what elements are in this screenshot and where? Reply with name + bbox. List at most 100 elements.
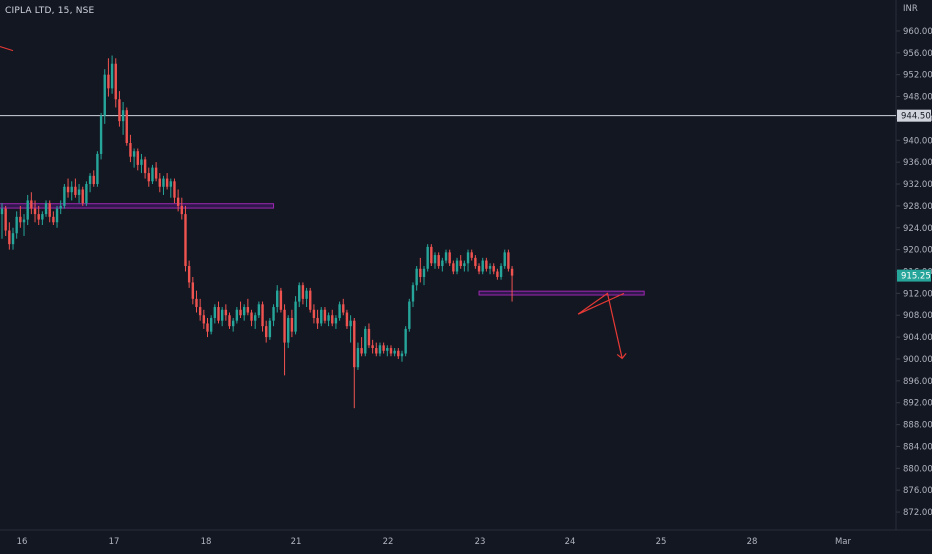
candle-body	[298, 285, 301, 302]
candle-body	[312, 309, 316, 318]
candle-body	[74, 186, 77, 195]
candle-body	[198, 307, 202, 316]
candle-body	[378, 345, 382, 354]
candle-body	[77, 189, 81, 195]
candle-body	[118, 99, 121, 122]
candle-body	[52, 216, 55, 223]
candle-body	[466, 252, 470, 264]
candle-body	[320, 309, 323, 324]
x-tick-label: 28	[747, 537, 758, 547]
support-zone-rect[interactable]	[478, 290, 645, 296]
candle-body	[151, 167, 154, 182]
candle-body	[176, 197, 180, 206]
candle-body	[371, 345, 374, 349]
y-tick-label: 960.00	[903, 27, 932, 37]
arrow-head	[616, 353, 627, 360]
level-price-box	[897, 109, 931, 122]
candle-body	[353, 320, 356, 368]
candle-body	[481, 260, 484, 272]
currency-label: INR	[903, 4, 918, 14]
candle-body	[147, 173, 150, 182]
candle-body	[121, 110, 125, 122]
candle-body	[239, 309, 242, 316]
candle-body	[187, 266, 191, 283]
candle-body	[279, 290, 283, 310]
y-tick-label: 920.00	[903, 246, 932, 256]
candle-body	[455, 260, 459, 272]
candle-body	[415, 268, 418, 286]
candle-body	[162, 178, 165, 187]
y-tick-label: 880.00	[903, 464, 932, 474]
candle-body	[132, 151, 136, 157]
candle-body	[477, 266, 481, 272]
candle-body	[99, 115, 103, 154]
candle-body	[334, 317, 338, 324]
candle-body	[342, 304, 345, 313]
candle-body	[305, 290, 308, 299]
candle-body	[158, 178, 161, 187]
x-tick-label: 22	[383, 537, 394, 547]
candle-body	[140, 159, 143, 165]
candle-body	[474, 257, 477, 267]
candle-body	[375, 348, 378, 354]
candle-body	[242, 307, 246, 316]
candle-body	[257, 304, 261, 316]
candle-body	[356, 348, 360, 368]
chart-title: CIPLA LTD, 15, NSE	[5, 6, 95, 16]
candle-body	[231, 320, 235, 327]
candle-body	[408, 301, 411, 329]
candle-body	[448, 252, 451, 264]
candle-body	[235, 309, 239, 321]
support-zone-rect[interactable]	[0, 203, 275, 209]
candle-body	[26, 200, 29, 220]
y-tick-label: 912.00	[903, 289, 932, 299]
candle-body	[404, 328, 407, 354]
candle-body	[173, 181, 176, 198]
candle-body	[11, 233, 15, 245]
last-price-label: 915.25	[901, 272, 931, 282]
x-tick-label: Mar	[835, 537, 852, 547]
candle-body	[55, 208, 59, 223]
y-tick-label: 952.00	[903, 71, 932, 81]
candle-body	[345, 312, 349, 327]
x-tick-label: 21	[291, 537, 302, 547]
y-tick-label: 956.00	[903, 49, 932, 59]
x-tick-label: 24	[565, 537, 576, 547]
candle-body	[220, 309, 224, 321]
candle-body	[217, 307, 220, 321]
candle-body	[382, 345, 385, 351]
trend-annotation-line[interactable]	[0, 45, 14, 52]
y-tick-label: 936.00	[903, 158, 932, 168]
y-tick-label: 928.00	[903, 202, 932, 212]
candle-body	[202, 315, 206, 324]
candle-body	[228, 315, 231, 327]
candle-body	[250, 312, 253, 321]
candle-body	[492, 266, 495, 272]
candle-body	[276, 290, 279, 308]
candle-body	[360, 348, 363, 354]
candle-body	[485, 260, 488, 269]
candle-body	[272, 307, 275, 321]
projection-arrow-path[interactable]	[577, 292, 625, 359]
candle-body	[88, 175, 92, 185]
candle-body	[437, 255, 440, 267]
x-tick-label: 16	[17, 537, 28, 547]
candle-body	[59, 205, 62, 209]
candle-body	[66, 186, 70, 193]
y-tick-label: 884.00	[903, 442, 932, 452]
candle-body	[154, 167, 158, 179]
candle-body	[393, 350, 396, 354]
candle-body	[81, 189, 84, 204]
y-tick-label: 888.00	[903, 421, 932, 431]
candle-body	[70, 186, 73, 193]
candle-body	[386, 348, 389, 351]
candle-body	[30, 200, 33, 209]
candle-body	[367, 328, 371, 346]
candle-body	[287, 317, 290, 343]
candle-body	[349, 320, 352, 327]
y-tick-label: 872.00	[903, 508, 932, 518]
y-tick-label: 876.00	[903, 486, 932, 496]
candle-body	[430, 246, 433, 264]
